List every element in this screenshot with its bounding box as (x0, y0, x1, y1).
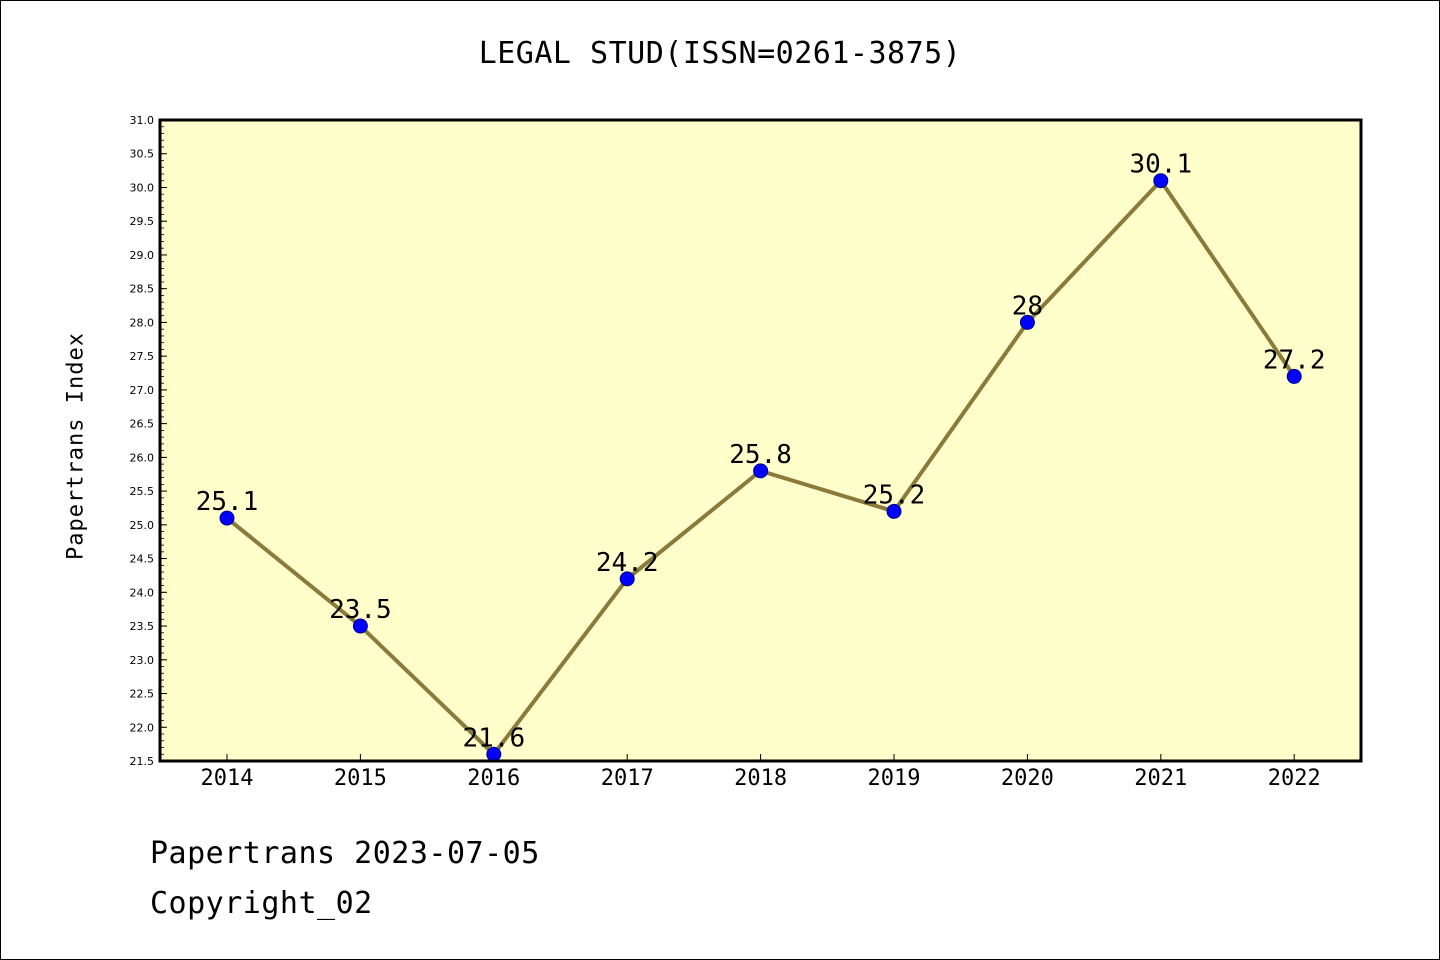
data-label: 28 (1012, 291, 1043, 321)
chart-title: LEGAL STUD(ISSN=0261-3875) (478, 36, 962, 71)
y-tick-label: 28.5 (130, 283, 155, 296)
y-tick-label: 29.5 (130, 215, 155, 228)
data-label: 30.1 (1129, 150, 1192, 180)
data-point (352, 618, 368, 634)
y-tick-label: 30.0 (130, 181, 155, 194)
y-tick-label: 25.0 (130, 519, 155, 532)
y-tick-label: 27.0 (130, 384, 155, 397)
data-point (1153, 173, 1169, 189)
data-label: 25.2 (863, 480, 926, 510)
data-point (1286, 368, 1302, 384)
y-tick-label: 24.5 (130, 553, 155, 566)
plot-border (158, 118, 1363, 763)
data-label: 25.1 (196, 487, 259, 517)
y-tick-label: 22.5 (130, 688, 155, 701)
plot-area: 21.5 22.0 22.5 23.0 23.5 24.0 24.5 25.0 25.5 26.0… (130, 114, 1363, 791)
data-label: 21.6 (462, 723, 525, 753)
data-label: 27.2 (1263, 345, 1326, 375)
data-point (753, 463, 769, 479)
y-tick-label: 26.0 (130, 451, 155, 464)
y-tick-label: 23.5 (130, 620, 155, 633)
x-tick-label: 2015 (334, 766, 387, 791)
y-tick-label: 24.0 (130, 586, 155, 599)
plot-background (160, 120, 1361, 761)
footer-date: Papertrans 2023-07-05 (150, 836, 540, 871)
data-label: 23.5 (329, 595, 392, 625)
data-point (619, 571, 635, 587)
y-tick-label: 29.0 (130, 249, 155, 262)
x-tick-label: 2020 (1001, 766, 1054, 791)
y-tick-label: 26.5 (130, 418, 155, 431)
y-tick-label: 23.0 (130, 654, 155, 667)
y-tick-label: 22.0 (130, 721, 155, 734)
y-tick-label: 31.0 (130, 114, 155, 127)
y-tick-label: 25.5 (130, 485, 155, 498)
y-tick-label: 28.0 (130, 316, 155, 329)
data-point (1019, 314, 1035, 330)
data-label: 24.2 (596, 548, 659, 578)
y-tick-label: 21.5 (130, 755, 155, 768)
y-tick-label: 30.5 (130, 148, 155, 161)
x-tick-label: 2021 (1134, 766, 1187, 791)
x-tick-label: 2018 (734, 766, 787, 791)
data-point (886, 503, 902, 519)
data-point (219, 510, 235, 526)
y-tick-label: 27.5 (130, 350, 155, 363)
x-tick-label: 2017 (601, 766, 654, 791)
x-tick-label: 2016 (467, 766, 520, 791)
x-tick-label: 2019 (868, 766, 921, 791)
x-tick-label: 2014 (201, 766, 254, 791)
footer-copyright: Copyright_02 (150, 886, 373, 921)
data-label: 25.8 (729, 440, 792, 470)
x-tick-label: 2022 (1268, 766, 1321, 791)
